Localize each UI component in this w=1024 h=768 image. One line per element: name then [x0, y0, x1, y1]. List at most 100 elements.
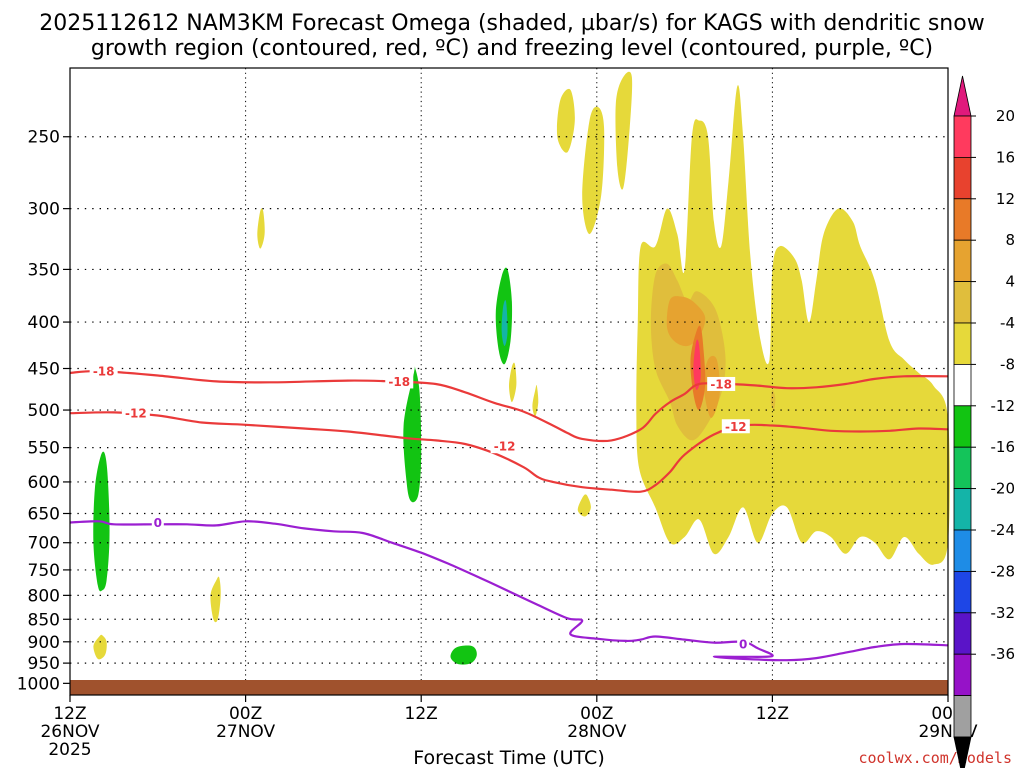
contour-label-2-0: 0: [154, 516, 162, 530]
y-tick-label-450: 450: [28, 360, 60, 380]
omega-region--8-1: [403, 365, 422, 503]
colorbar-label-6: -8: [1000, 355, 1015, 373]
contour-line-1: [69, 411, 949, 493]
x-tick-date-0: 26NOV: [40, 722, 99, 742]
contour-label-bg-1-0: [121, 406, 150, 421]
colorbar-swatch-6: [953, 363, 972, 407]
contour-label-bg-2-0: [151, 515, 164, 530]
contour-line-2: [69, 520, 949, 662]
y-tick-label-650: 650: [28, 504, 60, 524]
omega-region--12-0: [501, 300, 508, 346]
chart-title-line2: growth region (contoured, red, ºC) and f…: [91, 36, 933, 61]
x-tick-date-36: 28NOV: [567, 722, 626, 742]
omega-region-12-0: [666, 296, 706, 347]
colorbar-swatch-14: [953, 695, 972, 738]
contour-label-bg-0-2: [707, 376, 736, 391]
y-tick-label-500: 500: [28, 401, 60, 421]
colorbar-swatch-1: [953, 156, 972, 200]
plot-area: -18 -18 -18 -12 -12 -12 0 0: [69, 67, 950, 696]
omega-region-4-1: [556, 88, 575, 153]
contour-label-0-0: -18: [93, 365, 115, 379]
colorbar-swatch-11: [953, 571, 972, 614]
omega-region-4-8: [210, 576, 221, 623]
colorbar-label-4: 4: [1005, 273, 1015, 291]
y-tick-label-600: 600: [28, 473, 60, 493]
y-tick-label-400: 400: [28, 313, 60, 333]
x-tick-time-36: 00Z: [580, 704, 613, 724]
omega-region--8-3: [450, 645, 477, 665]
contour-line-0: [69, 369, 949, 443]
colorbar-label-1: 16: [996, 148, 1015, 166]
credit-text: coolwx.com/models: [858, 749, 1012, 767]
contour-label-1-2: -12: [725, 420, 747, 434]
plot-frame: [69, 67, 949, 696]
x-tick-time-12: 00Z: [229, 704, 262, 724]
ground-surface: [70, 680, 948, 695]
omega-region-4-9: [93, 634, 107, 660]
x-tick-date-12: 27NOV: [216, 722, 275, 742]
y-tick-label-900: 900: [28, 633, 60, 653]
y-tick-label-1000: 1000: [17, 674, 60, 694]
y-tick-label-750: 750: [28, 561, 60, 581]
temperature-contours: -18 -18 -18 -12 -12 -12 0 0: [69, 364, 949, 662]
colorbar-label-11: -28: [991, 562, 1016, 580]
colorbar-swatch-0: [953, 115, 972, 158]
x-tick-time-48: 12Z: [756, 704, 789, 724]
omega-region-4-2: [582, 106, 605, 235]
y-tick-label-850: 850: [28, 610, 60, 630]
contour-label-0-1: -18: [388, 375, 410, 389]
y-tick-label-950: 950: [28, 654, 60, 674]
y-tick-label-250: 250: [28, 128, 60, 148]
colorbar-swatch-8: [953, 446, 972, 490]
chart-title-line1: 2025112612 NAM3KM Forecast Omega (shaded…: [39, 11, 984, 36]
colorbar-label-2: 12: [996, 190, 1015, 208]
omega-region-8-1: [770, 389, 776, 411]
omega-region-4-4: [257, 208, 265, 249]
contour-label-0-2: -18: [710, 377, 732, 391]
colorbar-swatch-10: [953, 529, 972, 572]
y-tick-label-300: 300: [28, 200, 60, 220]
colorbar-label-9: -20: [991, 480, 1016, 498]
colorbar-swatch-3: [953, 239, 972, 282]
contour-label-2-1: 0: [739, 637, 747, 651]
colorbar-label-12: -32: [991, 604, 1016, 622]
contour-label-bg-1-1: [490, 439, 519, 454]
y-tick-label-350: 350: [28, 260, 60, 280]
contour-label-1-0: -12: [125, 407, 147, 421]
colorbar-label-5: -4: [1000, 314, 1015, 332]
colorbar-bottom-arrow: [953, 736, 972, 768]
colorbar-swatch-9: [953, 488, 972, 531]
contour-label-bg-2-1: [737, 636, 750, 651]
contour-label-1-1: -12: [494, 440, 516, 454]
omega-region-20-0: [693, 339, 701, 391]
y-axis: 250 300 350 400 450 500 550 600 650 700 750 800 850 9…: [17, 128, 70, 694]
x-tick-year-0: 2025: [48, 740, 91, 760]
colorbar-label-7: -12: [991, 397, 1016, 415]
omega-region-4-3: [615, 71, 633, 190]
omega-region-4-5: [509, 362, 517, 403]
colorbar-top-arrow: [953, 75, 972, 117]
contour-label-bg-1-2: [721, 419, 750, 434]
contour-label-bg-0-1: [385, 374, 414, 389]
colorbar-swatch-5: [953, 322, 972, 365]
omega-region-4-7: [577, 494, 591, 517]
colorbar-legend: 20 16 12 8 4 -4 -8 -12 -16 -20 -24 -28 -32 -36: [953, 75, 1016, 768]
omega-region-4-0: [636, 85, 950, 565]
colorbar-label-3: 8: [1005, 231, 1015, 249]
colorbar-label-10: -24: [991, 521, 1016, 539]
colorbar-label-13: -36: [991, 645, 1016, 663]
colorbar-swatch-7: [953, 405, 972, 448]
colorbar-label-8: -16: [991, 438, 1016, 456]
colorbar-label-0: 20: [996, 107, 1015, 125]
x-tick-time-24: 12Z: [405, 704, 438, 724]
omega-region-4-6: [532, 384, 539, 417]
y-tick-label-800: 800: [28, 586, 60, 606]
colorbar-swatch-13: [953, 653, 972, 697]
contour-label-bg-0-0: [89, 364, 118, 379]
y-tick-label-700: 700: [28, 534, 60, 554]
y-tick-label-550: 550: [28, 439, 60, 459]
x-axis-title: Forecast Time (UTC): [413, 747, 604, 768]
colorbar-swatch-4: [953, 281, 972, 324]
colorbar-swatch-12: [953, 612, 972, 655]
